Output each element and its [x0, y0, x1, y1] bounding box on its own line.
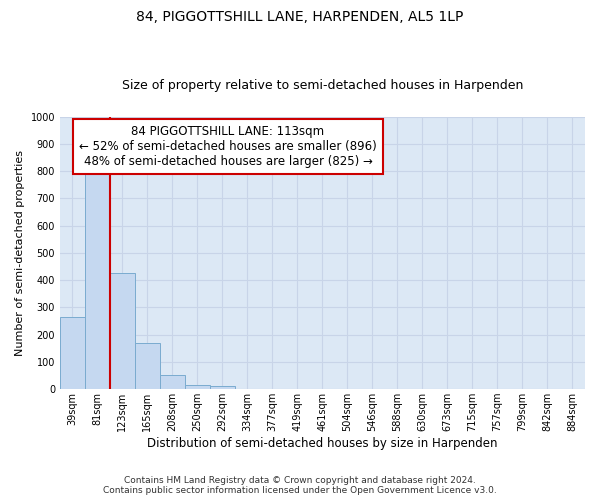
Bar — [85, 164, 110, 389]
Bar — [60, 317, 85, 389]
Text: 84 PIGGOTTSHILL LANE: 113sqm
← 52% of semi-detached houses are smaller (896)
48%: 84 PIGGOTTSHILL LANE: 113sqm ← 52% of se… — [79, 125, 377, 168]
Bar — [135, 344, 160, 389]
Text: Contains HM Land Registry data © Crown copyright and database right 2024.
Contai: Contains HM Land Registry data © Crown c… — [103, 476, 497, 495]
Bar — [110, 274, 135, 389]
X-axis label: Distribution of semi-detached houses by size in Harpenden: Distribution of semi-detached houses by … — [147, 437, 498, 450]
Y-axis label: Number of semi-detached properties: Number of semi-detached properties — [15, 150, 25, 356]
Text: 84, PIGGOTTSHILL LANE, HARPENDEN, AL5 1LP: 84, PIGGOTTSHILL LANE, HARPENDEN, AL5 1L… — [136, 10, 464, 24]
Bar — [160, 375, 185, 389]
Bar — [185, 385, 210, 389]
Bar — [210, 386, 235, 389]
Title: Size of property relative to semi-detached houses in Harpenden: Size of property relative to semi-detach… — [122, 79, 523, 92]
